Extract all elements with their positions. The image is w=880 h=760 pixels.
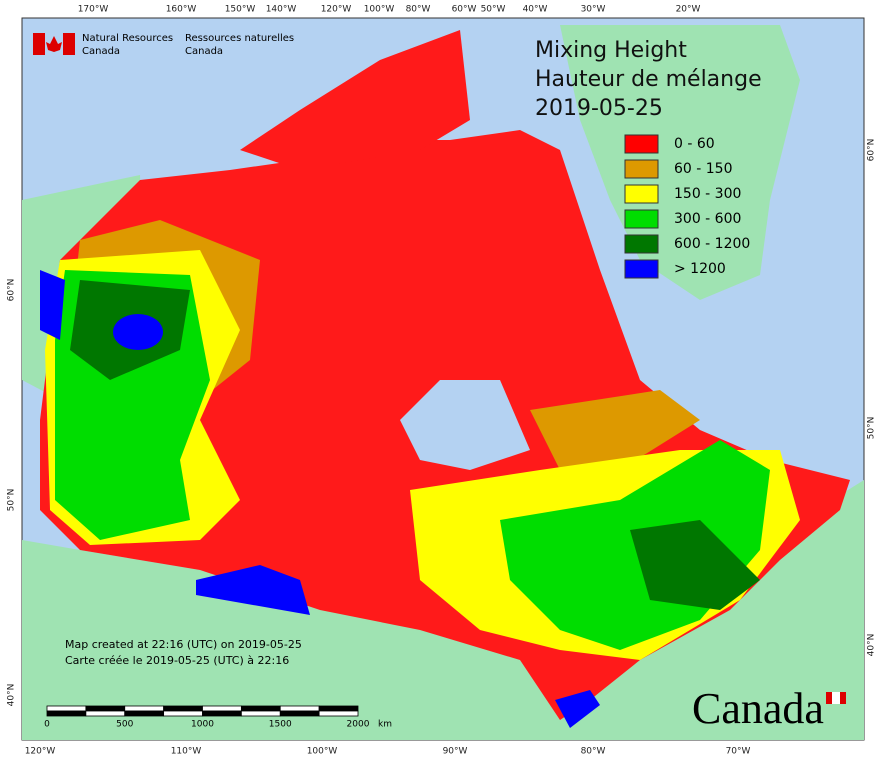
top-lon-label: 80°W	[406, 5, 431, 15]
scale-seg	[240, 705, 281, 712]
zone-orange-e	[530, 390, 700, 470]
org-en: Canada	[82, 46, 120, 57]
scale-tick-label: 1000	[191, 720, 214, 730]
zone-blue-ontario	[555, 690, 600, 728]
title-line: Mixing Height	[535, 38, 687, 63]
left-lat-label: 50°N	[7, 489, 17, 512]
scale-tick-label: 500	[116, 720, 133, 730]
scale-seg	[85, 710, 126, 717]
flag-left	[33, 33, 45, 55]
us-land	[22, 480, 864, 740]
right-lat-label: 60°N	[867, 139, 877, 162]
top-lon-label: 100°W	[364, 5, 395, 15]
top-lon-label: 40°W	[523, 5, 548, 15]
bottom-lon-label: 90°W	[443, 747, 468, 757]
legend-swatch	[624, 184, 659, 204]
legend-swatch	[624, 209, 659, 229]
top-lon-label: 20°W	[676, 5, 701, 15]
left-lat-label: 40°N	[7, 684, 17, 707]
bottom-lon-label: 120°W	[25, 747, 56, 757]
wordmark-flag-white	[832, 692, 840, 704]
scale-seg	[85, 705, 126, 712]
top-lon-label: 150°W	[225, 5, 256, 15]
org-fr: Canada	[185, 46, 223, 57]
bottom-lon-label: 80°W	[581, 747, 606, 757]
legend-swatch	[624, 259, 659, 279]
top-lon-label: 120°W	[321, 5, 352, 15]
zone-blue-nw	[40, 270, 65, 340]
top-lon-label: 50°W	[481, 5, 506, 15]
scale-seg	[46, 710, 87, 717]
scale-tick-label: 1500	[269, 720, 292, 730]
bottom-lon-label: 110°W	[171, 747, 202, 757]
flag-right	[63, 33, 75, 55]
scale-seg	[124, 705, 165, 712]
map-note: Carte créée le 2019-05-25 (UTC) à 22:16	[65, 654, 289, 667]
legend-swatch	[624, 134, 659, 154]
top-lon-label: 60°W	[452, 5, 477, 15]
zone-blue-prairie	[196, 565, 310, 615]
flag-leaf	[46, 36, 62, 52]
top-lon-label: 170°W	[78, 5, 109, 15]
scale-seg	[163, 705, 203, 712]
legend-swatch	[624, 159, 659, 179]
zone-blue-yukon	[113, 314, 163, 350]
right-lat-label: 40°N	[867, 634, 877, 657]
map-note: Map created at 22:16 (UTC) on 2019-05-25	[65, 638, 302, 651]
scale-seg	[279, 705, 320, 712]
bottom-lon-label: 70°W	[726, 747, 751, 757]
legend-label: 60 - 150	[674, 161, 733, 177]
top-lon-label: 160°W	[166, 5, 197, 15]
scale-tick-label: 0	[44, 720, 50, 730]
scale-seg	[318, 705, 359, 712]
scale-seg	[240, 710, 281, 717]
scale-unit: km	[378, 720, 392, 730]
greenland	[560, 25, 800, 300]
wordmark: Canada	[692, 684, 824, 733]
org-en: Natural Resources	[82, 33, 173, 44]
legend-label: 150 - 300	[674, 186, 741, 202]
hudson-bay	[400, 380, 530, 470]
legend-label: > 1200	[674, 261, 726, 277]
org-fr: Ressources naturelles	[185, 33, 294, 44]
zone-darkgreen-e	[630, 520, 760, 610]
scale-seg	[202, 705, 242, 712]
legend-label: 600 - 1200	[674, 236, 750, 252]
title-line: Hauteur de mélange	[535, 67, 762, 92]
arctic-islands	[240, 30, 470, 170]
scale-seg	[202, 710, 242, 717]
scale-seg	[46, 705, 87, 712]
scale-seg	[124, 710, 165, 717]
top-lon-label: 140°W	[266, 5, 297, 15]
right-lat-label: 50°N	[867, 417, 877, 440]
scale-seg	[163, 710, 203, 717]
scale-seg	[279, 710, 320, 717]
scale-seg	[318, 710, 359, 717]
legend-label: 0 - 60	[674, 136, 715, 152]
legend-label: 300 - 600	[674, 211, 741, 227]
title-line: 2019-05-25	[535, 96, 663, 121]
bottom-lon-label: 100°W	[307, 747, 338, 757]
left-lat-label: 60°N	[7, 279, 17, 302]
legend-swatch	[624, 234, 659, 254]
scale-tick-label: 2000	[347, 720, 370, 730]
top-lon-label: 30°W	[581, 5, 606, 15]
